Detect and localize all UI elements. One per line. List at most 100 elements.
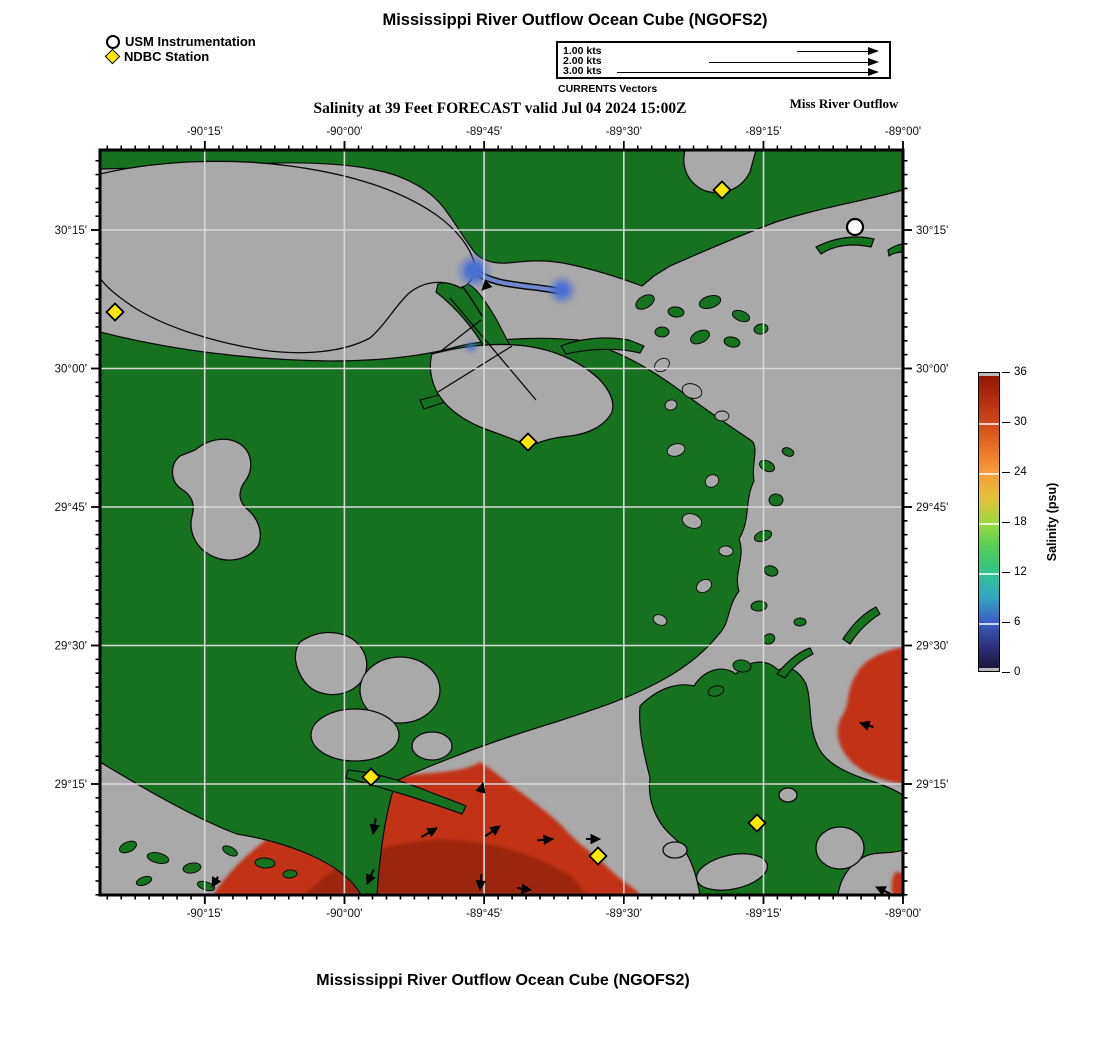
colorbar-tick-label: 6 [1014,616,1021,628]
lon-label-top: -89°00' [885,126,921,138]
current-arrow [484,825,501,838]
colorbar-top-cap [979,373,999,376]
inland-lake-west [171,438,261,561]
bay-3 [310,708,400,762]
colorbar-tick [1002,572,1010,573]
vector-scale-line [797,51,868,52]
legend-row-ndbc: NDBC Station [104,48,256,65]
lon-label-bottom: -89°00' [885,908,921,920]
lake-borgne [429,343,614,448]
axis-tick-labels: -90°15' -90°15' -90°00' -90°00' -89°45' -89°4… [55,126,949,920]
marsh-ponds [652,357,734,626]
current-arrow [874,886,891,895]
delta-bay-1 [695,853,769,891]
colorbar-gridline [979,423,999,425]
current-arrow [420,827,438,838]
map-frame [98,148,905,897]
delta-bay-3 [662,841,688,859]
lat-label-left: 29°30' [55,641,87,653]
colorbar-gridline [979,573,999,575]
ndbc-station-marker[interactable] [105,302,125,322]
current-arrow [586,833,602,845]
current-arrow [536,834,555,846]
station-markers [105,180,865,866]
vector-scale-label-1: 1.00 kts [563,45,602,57]
vector-scale-arrowhead [868,68,879,76]
colorbar-gridline [979,623,999,625]
vector-scale-line [709,61,868,63]
colorbar-tick-label: 36 [1014,366,1027,378]
marsh-fragments [119,294,807,892]
current-arrow [481,279,493,291]
vector-scale-label-3: 3.00 kts [563,65,602,77]
colorbar-gridline [979,523,999,525]
bay-2 [359,656,441,724]
ndbc-station-marker[interactable] [747,813,767,833]
lat-label-right: 29°15' [916,779,948,791]
colorbar-tick-label: 18 [1014,516,1027,528]
current-arrow [858,720,874,731]
ndbc-station-marker[interactable] [361,767,381,787]
currents-scale-box: 1.00 kts 2.00 kts 3.00 kts [556,41,891,79]
vector-scale-arrowhead [868,47,879,55]
lon-label-top: -90°15' [187,126,223,138]
colorbar-title: Salinity (psu) [1045,482,1059,562]
barrier-island-dauphin [887,243,903,257]
usm-instrument-marker[interactable] [845,217,865,237]
lat-label-left: 29°15' [55,779,87,791]
lon-label-top: -89°15' [745,126,781,138]
lat-label-right: 30°15' [916,225,948,237]
currents-caption: CURRENTS Vectors [558,83,658,95]
lat-label-right: 30°00' [916,364,948,376]
lon-label-bottom: -90°15' [187,908,223,920]
current-arrow [211,876,222,888]
current-arrow [516,883,533,894]
colorbar-tick [1002,522,1010,523]
region-label: Miss River Outflow [789,96,899,111]
ndbc-station-marker[interactable] [588,846,608,866]
vector-scale-label-2: 2.00 kts [563,55,602,67]
ndbc-station-marker[interactable] [712,180,732,200]
southwest-marsh [100,331,756,895]
colorbar-gridline [979,473,999,475]
low-salinity-patches [458,255,575,352]
lat-label-left: 30°00' [55,364,87,376]
ndbc-station-marker[interactable] [518,432,538,452]
legend-row-usm: USM Instrumentation [106,34,256,49]
ndbc-legend-label: NDBC Station [124,49,210,64]
colorbar-tick [1002,622,1010,623]
lon-label-bottom: -89°45' [466,908,502,920]
chandeleur-island-2 [776,647,814,679]
colorbar-tick-label: 24 [1014,466,1027,478]
ndbc-diamond-icon [104,48,121,65]
vector-scale-arrowhead [868,57,879,66]
figure-title-bottom: Mississippi River Outflow Ocean Cube (NG… [316,972,690,989]
barrier-island-horn [815,236,875,255]
salinity-colorbar [978,372,1000,672]
lon-label-top: -90°00' [326,126,362,138]
figure-title-top: Mississippi River Outflow Ocean Cube (NG… [382,11,768,29]
bay-1 [294,631,368,696]
lon-label-bottom: -89°15' [745,908,781,920]
current-arrow [369,818,380,836]
current-arrow [475,873,487,892]
colorbar-tick [1002,372,1010,373]
delta-bay-4 [778,787,798,803]
forecast-subtitle: Salinity at 39 Feet FORECAST valid Jul 0… [313,100,687,117]
current-vector-arrows [211,279,891,895]
lake-pontchartrain [100,160,476,354]
lon-label-top: -89°45' [466,126,502,138]
bay-4 [411,731,453,761]
delta-bay-2 [815,826,865,870]
lon-label-bottom: -89°30' [606,908,642,920]
colorbar-tick-label: 0 [1014,666,1021,678]
symbol-legend: USM Instrumentation NDBC Station [104,34,256,65]
usm-circle-icon [106,34,120,49]
colorbar-tick-label: 30 [1014,416,1027,428]
current-arrow [475,781,486,794]
axis-ticks [91,141,912,904]
colorbar-tick [1002,672,1010,673]
current-arrow [366,869,376,886]
map-canvas[interactable]: -90°15' -90°15' -90°00' -90°00' -89°45' -89°4… [0,110,1100,935]
